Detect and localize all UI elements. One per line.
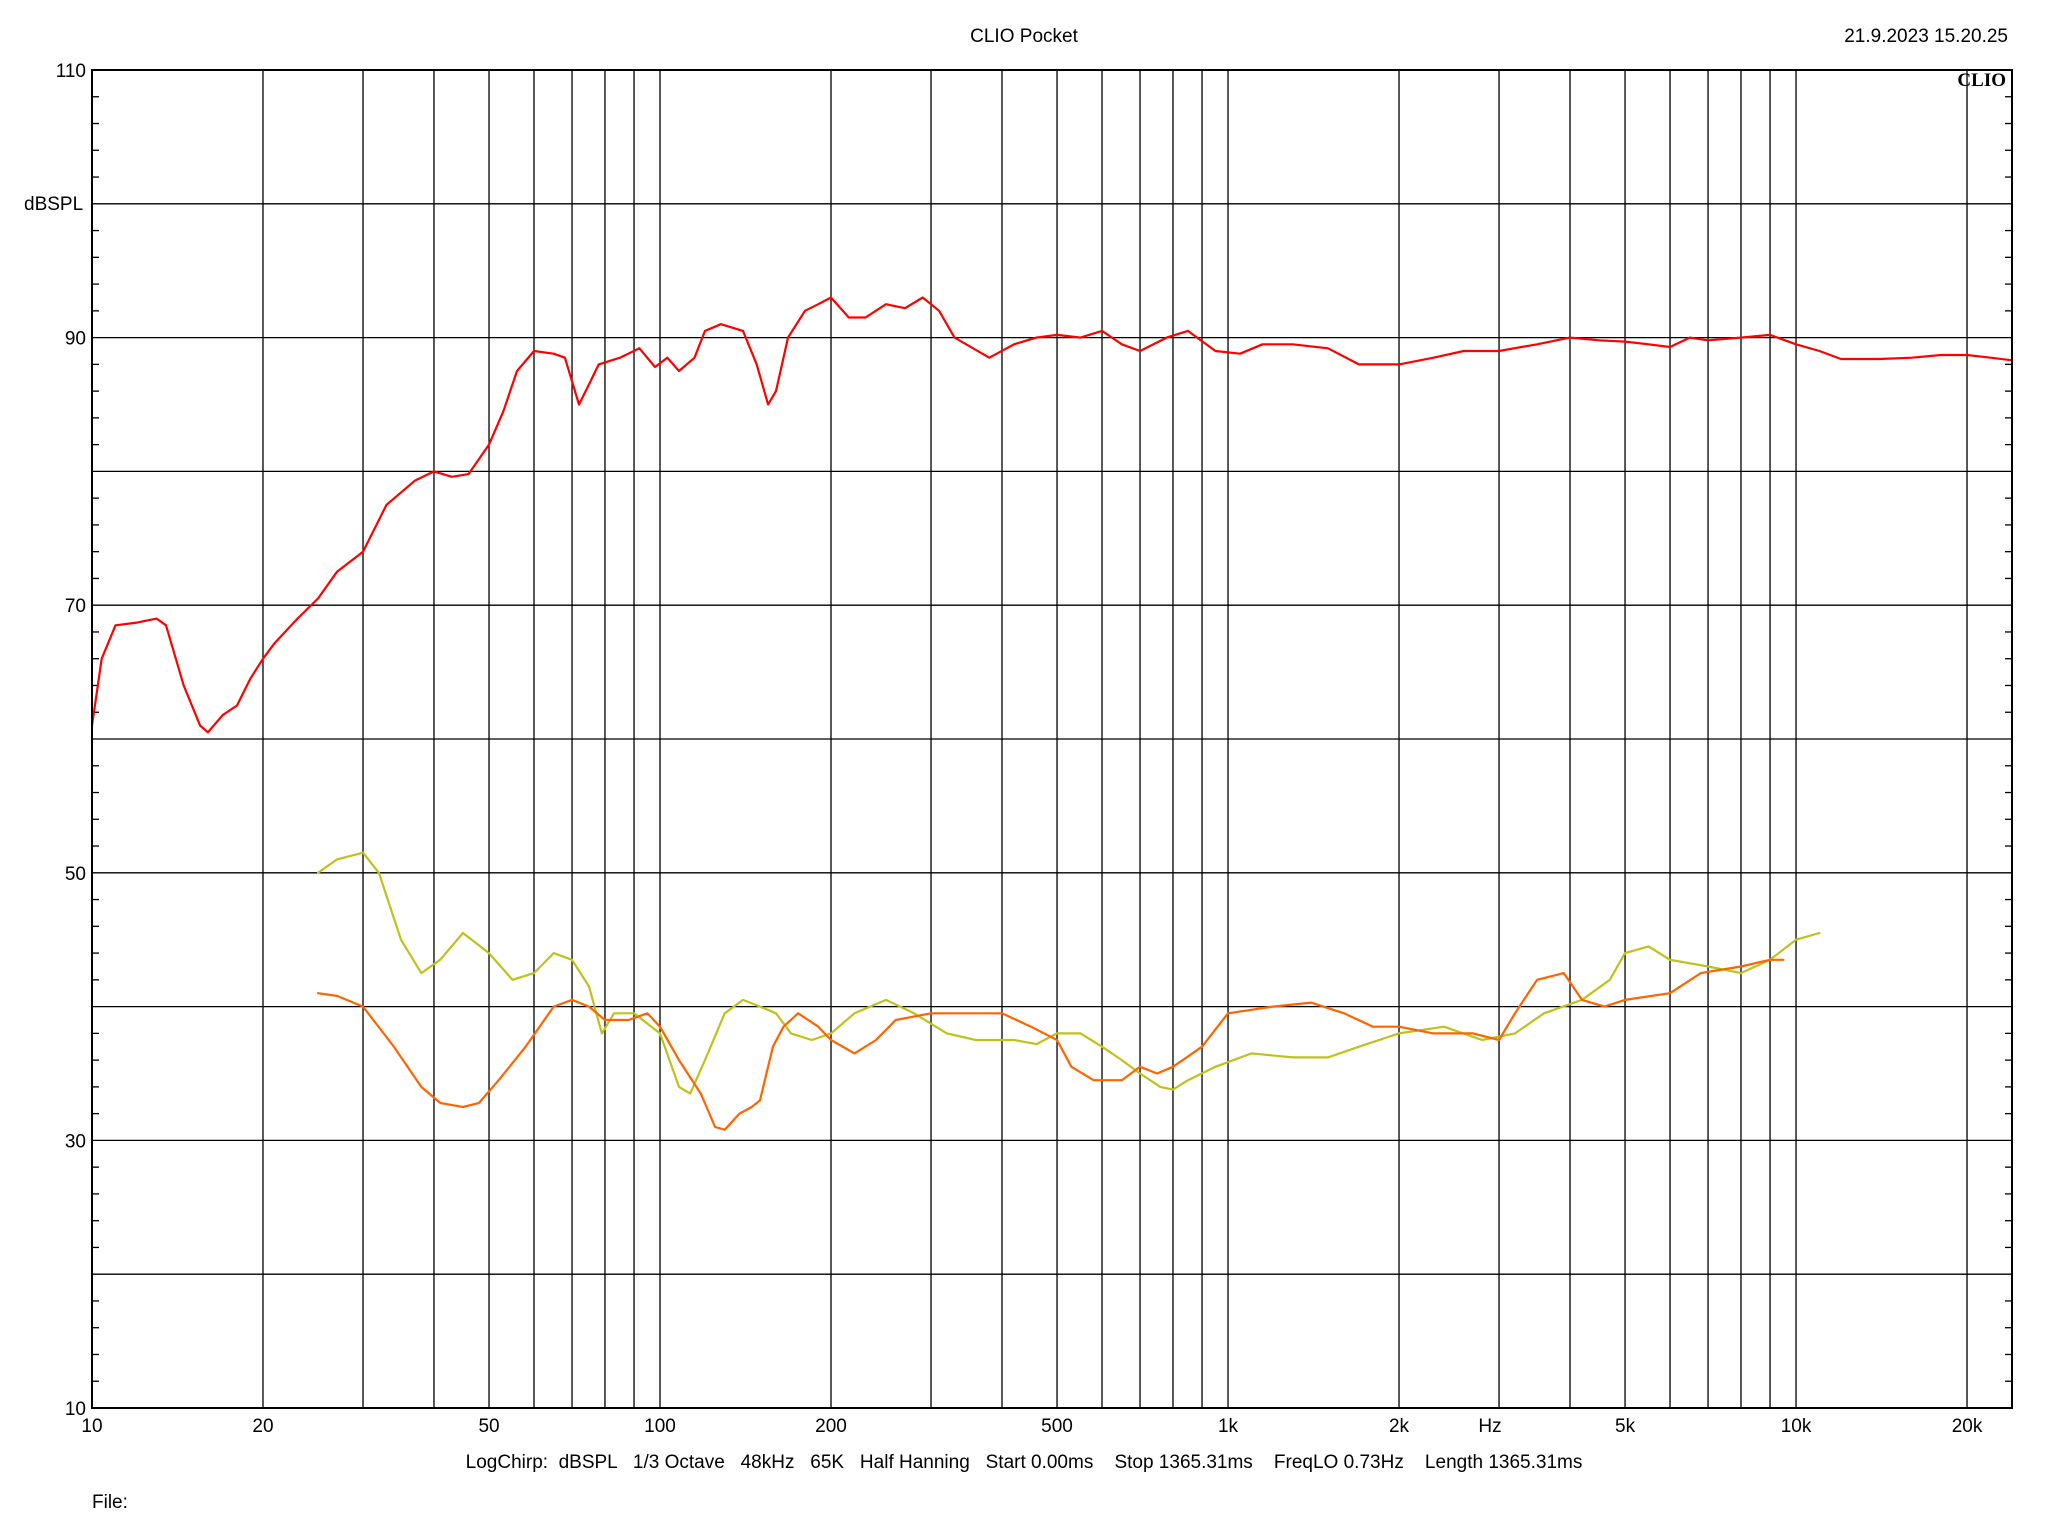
y-tick-label: 90 (65, 329, 86, 350)
y-tick-label: 70 (65, 596, 86, 617)
series-line-1 (90, 296, 2014, 734)
x-tick-label: 100 (644, 1416, 676, 1437)
series-line-3 (316, 958, 1785, 1131)
chart-series (90, 296, 2014, 1131)
x-tick-label: 200 (815, 1416, 847, 1437)
y-tick-label: 30 (65, 1131, 86, 1152)
x-tick-label: 1k (1218, 1416, 1239, 1437)
x-tick-label: 20k (1952, 1416, 1983, 1437)
y-tick-label: 10 (65, 1399, 86, 1420)
x-tick-label: 10 (81, 1416, 102, 1437)
x-tick-label: 500 (1041, 1416, 1073, 1437)
series-line-2 (316, 851, 1821, 1095)
y-tick-label: 50 (65, 864, 86, 885)
x-tick-label: 50 (478, 1416, 499, 1437)
file-label: File: (92, 1492, 128, 1513)
chart-title: CLIO Pocket (970, 26, 1078, 47)
chart-grid (91, 69, 2012, 1409)
y-tick-label: 110 (56, 61, 86, 82)
x-tick-label: 20 (252, 1416, 273, 1437)
chart-tick-labels: 10 20 50 100 200 500 1k 2k 5k 10k 20k 10 30 50 70 90 110 (56, 61, 1983, 1437)
plot-frame (91, 69, 2013, 1409)
x-axis-label: Hz (1478, 1416, 1501, 1437)
x-tick-label: 5k (1615, 1416, 1636, 1437)
x-tick-label: 2k (1389, 1416, 1410, 1437)
x-tick-label: 10k (1781, 1416, 1812, 1437)
timestamp: 21.9.2023 15.20.25 (1844, 26, 2008, 47)
y-axis-label: dBSPL (24, 194, 83, 215)
measurement-settings: LogChirp: dBSPL 1/3 Octave 48kHz 65K Hal… (466, 1452, 1583, 1473)
clio-logo: CLIO (1957, 70, 2006, 91)
